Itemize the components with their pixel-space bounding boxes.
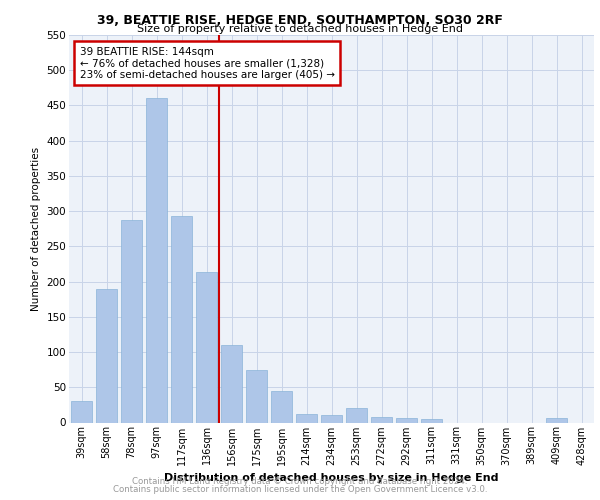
Text: 39 BEATTIE RISE: 144sqm
← 76% of detached houses are smaller (1,328)
23% of semi: 39 BEATTIE RISE: 144sqm ← 76% of detache… [79, 46, 335, 80]
Bar [196, 272, 217, 422]
Text: Contains HM Land Registry data © Crown copyright and database right 2024.: Contains HM Land Registry data © Crown c… [132, 477, 468, 486]
Bar [346, 408, 367, 422]
Y-axis label: Number of detached properties: Number of detached properties [31, 146, 41, 311]
Text: Contains public sector information licensed under the Open Government Licence v3: Contains public sector information licen… [113, 484, 487, 494]
Bar [271, 391, 292, 422]
Text: 39, BEATTIE RISE, HEDGE END, SOUTHAMPTON, SO30 2RF: 39, BEATTIE RISE, HEDGE END, SOUTHAMPTON… [97, 14, 503, 27]
Bar [246, 370, 267, 422]
Bar [121, 220, 142, 422]
X-axis label: Distribution of detached houses by size in Hedge End: Distribution of detached houses by size … [164, 473, 499, 483]
Bar [146, 98, 167, 422]
Bar [371, 417, 392, 422]
Bar [71, 402, 92, 422]
Bar [321, 416, 342, 422]
Bar [396, 418, 417, 422]
Bar [221, 345, 242, 422]
Bar [546, 418, 567, 422]
Bar [296, 414, 317, 422]
Bar [96, 288, 117, 422]
Bar [421, 419, 442, 422]
Bar [171, 216, 192, 422]
Text: Size of property relative to detached houses in Hedge End: Size of property relative to detached ho… [137, 24, 463, 34]
